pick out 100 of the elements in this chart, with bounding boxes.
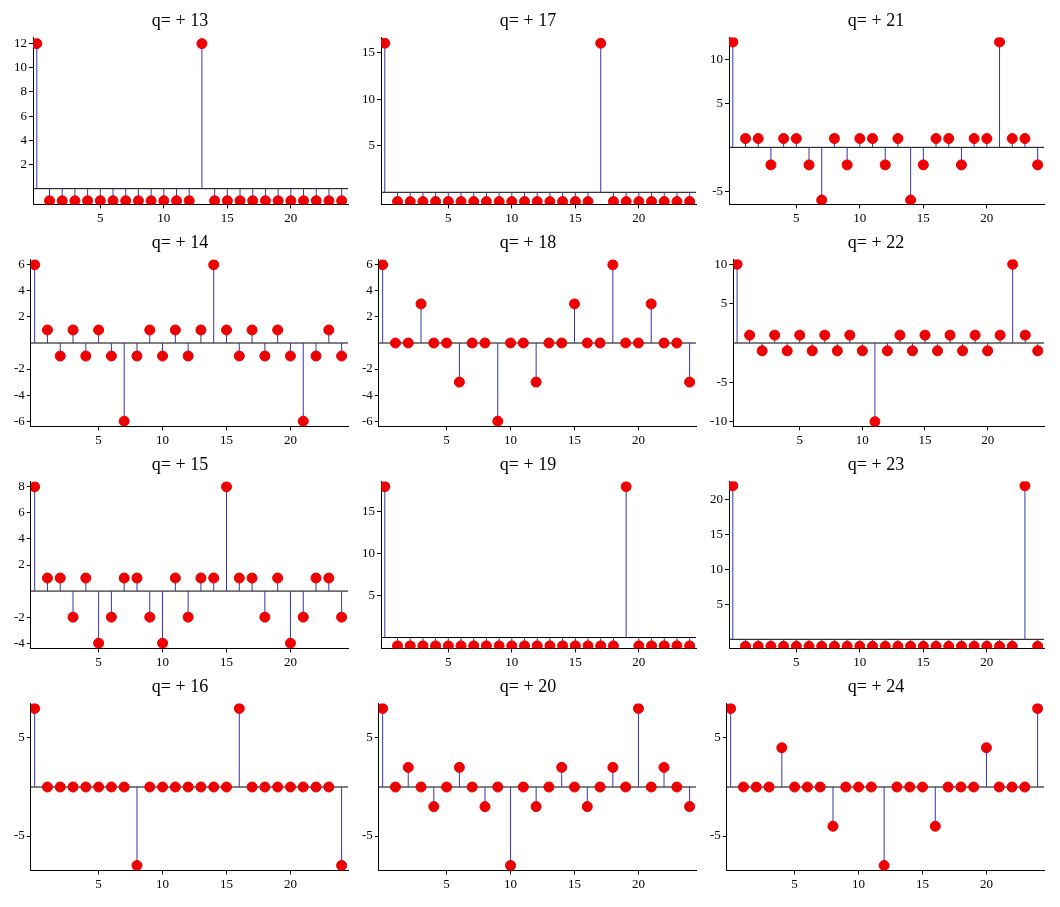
y-tick-label: 5 [368, 587, 375, 603]
x-tick-label: 5 [445, 209, 452, 225]
x-tick-label: 5 [443, 431, 450, 447]
x-tick-label: 5 [791, 875, 798, 891]
x-tick-label: 5 [95, 653, 102, 669]
y-tick-label: -4 [361, 386, 374, 402]
y-tick-label: -5 [716, 373, 728, 389]
y-tick-label: 5 [716, 595, 723, 611]
y-tick-label: 8 [20, 83, 27, 99]
y-tick-label: 20 [710, 491, 723, 507]
x-tick-label: 5 [443, 875, 450, 891]
x-tick-label: 10 [156, 875, 170, 891]
x-tick-label: 15 [220, 653, 233, 669]
y-tick-label: 2 [18, 308, 25, 324]
x-tick-label: 5 [97, 209, 104, 225]
chart-title: q= + 17 [499, 9, 557, 30]
y-tick-label: 5 [714, 729, 721, 745]
x-tick-label: 15 [916, 653, 930, 669]
x-tick-label: 10 [156, 431, 170, 447]
x-tick-label: 20 [632, 653, 646, 669]
y-tick-label: -5 [13, 827, 25, 843]
y-tick-label: -2 [361, 360, 373, 376]
x-tick-label: 15 [918, 431, 932, 447]
x-tick-label: 5 [95, 875, 102, 891]
x-tick-label: 20 [283, 653, 297, 669]
y-tick-label: 2 [366, 308, 373, 324]
y-tick-label: 4 [20, 131, 28, 147]
chart-title: q= + 20 [499, 675, 557, 696]
chart-title: q= + 19 [499, 453, 557, 474]
y-tick-label: 15 [362, 43, 375, 59]
x-tick-label: 15 [916, 875, 929, 891]
chart-title: q= + 23 [847, 453, 905, 474]
y-tick-label: 2 [20, 155, 27, 171]
y-tick-label: -6 [13, 412, 26, 428]
y-tick-label: 10 [362, 90, 375, 106]
x-tick-label: 10 [505, 653, 519, 669]
x-tick-label: 15 [220, 431, 233, 447]
chart-title: q= + 24 [847, 675, 905, 696]
x-tick-label: 15 [916, 209, 930, 225]
x-tick-label: 10 [853, 209, 867, 225]
x-tick-label: 15 [220, 209, 234, 225]
y-tick-label: 15 [362, 503, 375, 519]
x-tick-label: 10 [504, 431, 518, 447]
x-tick-label: 10 [505, 209, 519, 225]
y-tick-label: 4 [18, 530, 26, 546]
y-tick-label: 5 [716, 94, 723, 110]
y-tick-label: 2 [18, 556, 25, 572]
x-tick-label: 5 [793, 209, 800, 225]
x-tick-label: 20 [631, 875, 645, 891]
x-tick-label: 20 [980, 653, 994, 669]
x-tick-label: 10 [156, 653, 170, 669]
chart-title: q= + 21 [847, 9, 905, 30]
chart-title: q= + 14 [151, 231, 209, 252]
y-tick-label: 10 [710, 560, 723, 576]
x-tick-label: 15 [220, 875, 233, 891]
y-tick-label: 15 [710, 526, 723, 542]
x-tick-label: 20 [283, 431, 297, 447]
y-tick-label: 6 [18, 256, 26, 272]
y-tick-label: -2 [13, 360, 25, 376]
x-tick-label: 20 [283, 875, 297, 891]
x-tick-label: 10 [504, 875, 518, 891]
x-tick-label: 15 [568, 875, 581, 891]
x-tick-label: 5 [95, 431, 102, 447]
y-tick-label: -4 [13, 634, 26, 650]
y-tick-label: -4 [13, 386, 26, 402]
chart-title: q= + 15 [151, 453, 209, 474]
y-tick-label: 10 [714, 255, 728, 271]
y-tick-label: 6 [20, 107, 28, 123]
x-tick-label: 20 [284, 209, 298, 225]
y-tick-label: 6 [366, 256, 374, 272]
y-tick-label: 5 [18, 729, 25, 745]
x-tick-label: 20 [632, 209, 646, 225]
x-tick-label: 15 [568, 653, 582, 669]
y-tick-label: -6 [361, 412, 374, 428]
x-tick-label: 20 [980, 209, 994, 225]
x-tick-label: 20 [979, 875, 993, 891]
y-tick-label: 4 [18, 282, 26, 298]
y-tick-label: 12 [14, 35, 27, 51]
y-tick-label: 5 [366, 729, 373, 745]
chart-title: q= + 13 [151, 9, 209, 30]
x-tick-label: 10 [855, 431, 869, 447]
y-tick-label: -5 [712, 182, 723, 198]
y-tick-label: 5 [720, 295, 728, 311]
y-tick-label: 10 [710, 50, 723, 66]
x-tick-label: 5 [793, 653, 800, 669]
y-tick-label: 6 [18, 504, 26, 520]
y-tick-label: -5 [709, 827, 721, 843]
chart-title: q= + 22 [847, 231, 905, 252]
y-tick-label: 8 [18, 478, 25, 494]
x-tick-label: 10 [157, 209, 171, 225]
y-tick-label: 4 [366, 282, 374, 298]
x-tick-label: 20 [631, 431, 645, 447]
x-tick-label: 10 [853, 653, 867, 669]
x-tick-label: 15 [568, 431, 581, 447]
x-tick-label: 10 [852, 875, 866, 891]
x-tick-label: 5 [445, 653, 452, 669]
x-tick-label: 20 [981, 431, 995, 447]
x-tick-label: 15 [568, 209, 582, 225]
chart-title: q= + 18 [499, 231, 557, 252]
y-tick-label: -10 [709, 413, 728, 429]
